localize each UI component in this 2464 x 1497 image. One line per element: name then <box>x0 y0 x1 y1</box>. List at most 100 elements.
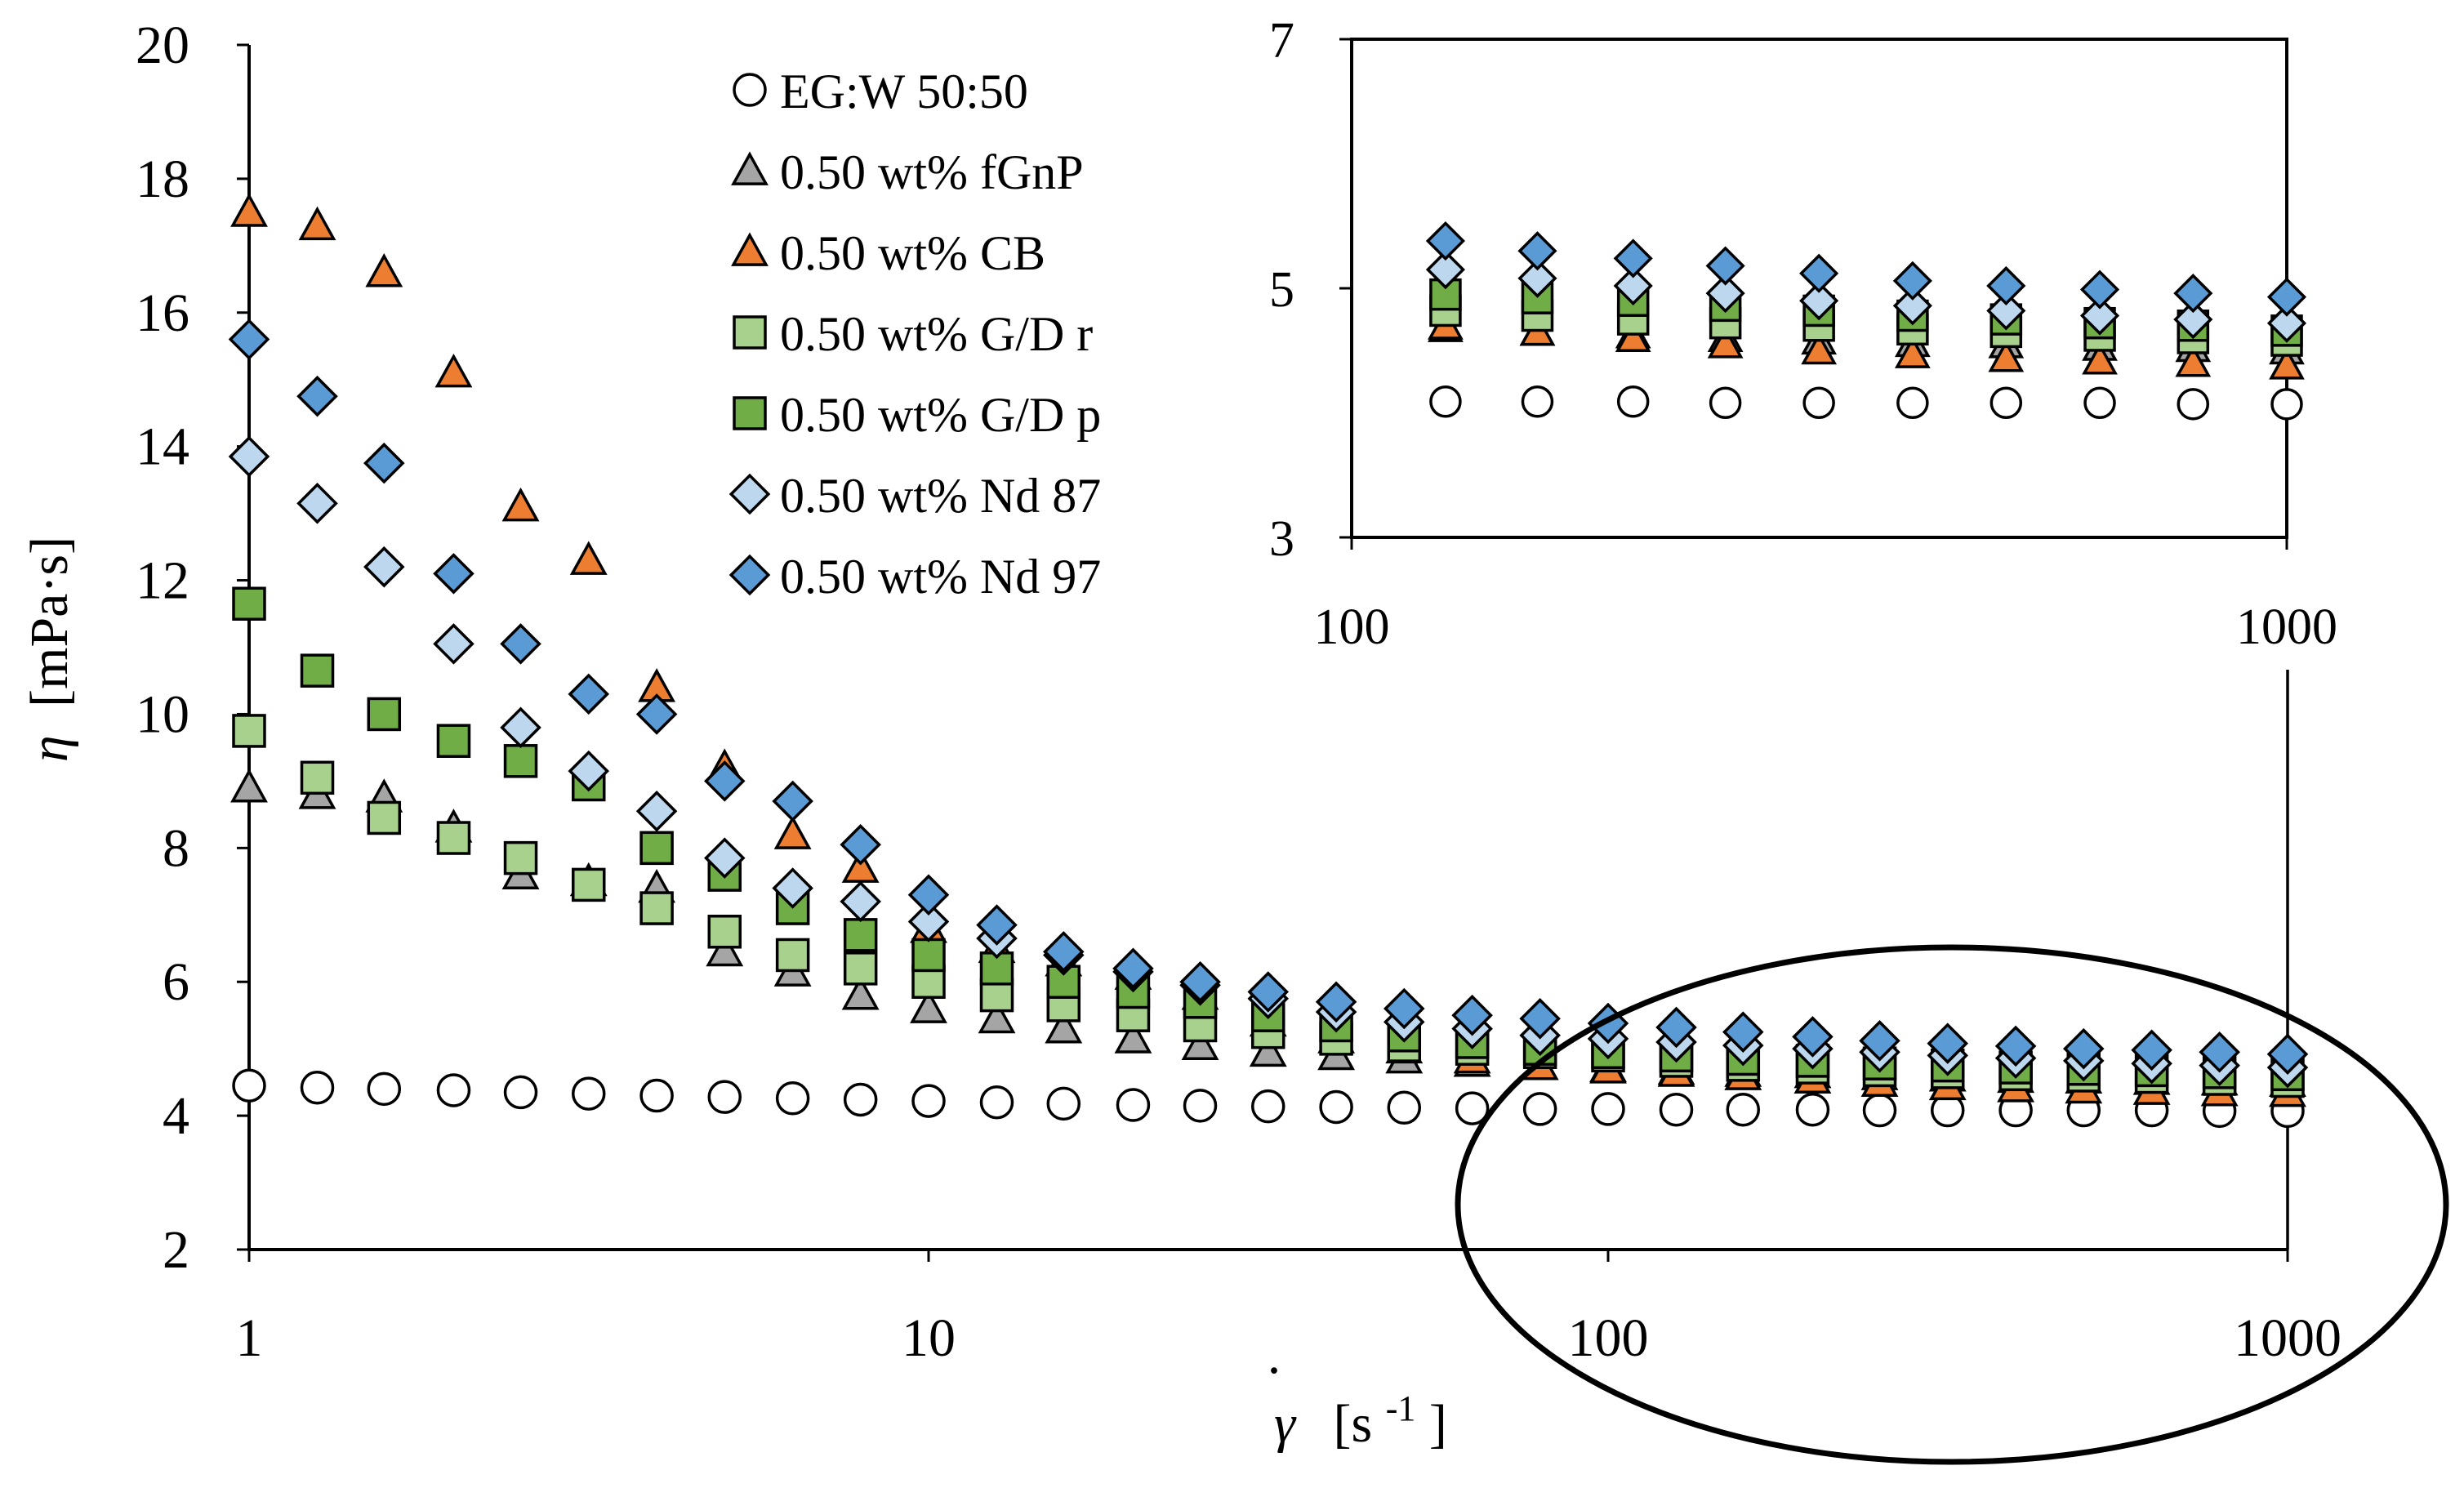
inset-data-point <box>1613 238 1653 278</box>
data-point <box>2062 1027 2105 1070</box>
x-tick-label: 100 <box>1568 1308 1649 1368</box>
legend-label: 0.50 wt% G/D r <box>780 307 1093 361</box>
main-data-points <box>228 193 2309 1129</box>
data-point <box>2266 1033 2309 1075</box>
legend-label: 0.50 wt% Nd 97 <box>780 550 1101 604</box>
inset-data-point <box>1429 385 1462 418</box>
data-point <box>500 706 541 749</box>
data-point <box>230 769 268 803</box>
legend-item: 0.50 wt% CB <box>731 226 1045 280</box>
data-point <box>2199 1031 2240 1073</box>
data-point <box>296 483 338 524</box>
inset-data-point <box>1988 339 2025 372</box>
inset-data-point <box>2175 344 2212 377</box>
x-tick-label: 10 <box>902 1308 956 1368</box>
inset-y-ticks: 3 5 7 <box>1269 13 1352 567</box>
data-point <box>1250 1089 1285 1124</box>
data-point <box>1179 960 1221 1003</box>
data-point <box>1183 1089 1218 1123</box>
x-axis-sup: -1 <box>1386 1388 1416 1428</box>
inset-x-ticks: 100 1000 <box>1314 537 2337 655</box>
inset-data-point <box>1896 386 1929 420</box>
legend-item: 0.50 wt% Nd 97 <box>729 550 1101 604</box>
legend-item: 0.50 wt% Nd 87 <box>729 469 1101 523</box>
y-tick-label: 10 <box>136 684 189 744</box>
data-point <box>1519 998 1561 1040</box>
data-point <box>1387 1090 1422 1125</box>
data-point <box>911 938 946 973</box>
inset-data-point <box>1894 336 1931 368</box>
inset-y-tick-label: 5 <box>1269 262 1294 318</box>
data-point <box>1315 981 1357 1023</box>
inset-data-point <box>2177 388 2210 421</box>
data-point <box>635 790 678 832</box>
data-point <box>433 623 475 665</box>
data-point <box>1112 947 1154 990</box>
y-tick-label: 6 <box>163 952 189 1012</box>
inset-y-tick-label: 3 <box>1269 511 1294 567</box>
y-tick-label: 2 <box>163 1220 189 1280</box>
data-point <box>840 880 881 923</box>
legend-item: 0.50 wt% G/D r <box>733 307 1093 361</box>
inset-x-tick-label: 100 <box>1314 599 1390 655</box>
data-point <box>228 435 270 478</box>
data-point <box>1522 1092 1557 1126</box>
data-point <box>1114 1019 1152 1054</box>
legend-label: 0.50 wt% Nd 87 <box>780 469 1101 523</box>
legend-label: 0.50 wt% G/D p <box>780 388 1101 442</box>
data-point <box>501 487 540 522</box>
data-point <box>569 541 608 575</box>
data-point <box>841 976 880 1010</box>
inset-data-point <box>2270 388 2303 421</box>
data-point <box>843 951 878 986</box>
data-point <box>232 714 266 748</box>
x-axis-symbol: γ <box>1274 1394 1297 1454</box>
inset-x-tick-label: 1000 <box>2236 599 2337 655</box>
svg-text:γ [s -1 ]: γ [s -1 ] <box>1274 1373 1447 1454</box>
inset-data-point <box>1986 291 2026 331</box>
inset-data-point <box>1801 332 1838 365</box>
data-point <box>1455 1091 1490 1125</box>
inset-data-point <box>1799 253 1839 293</box>
series-0-50-wt-nd-97 <box>228 319 2309 1075</box>
inset-data-point <box>2173 274 2213 314</box>
data-point <box>773 815 812 849</box>
data-point <box>639 891 674 925</box>
data-point <box>1862 1093 1897 1128</box>
legend-label: 0.50 wt% CB <box>780 226 1045 280</box>
data-point <box>1591 1092 1625 1126</box>
data-point <box>840 823 881 866</box>
data-point <box>1116 1088 1151 1122</box>
data-point <box>434 353 473 388</box>
data-point <box>367 800 402 835</box>
inset-data-point <box>1989 386 2023 420</box>
data-point <box>1319 1089 1353 1125</box>
x-tick-label: 1000 <box>2234 1308 2341 1368</box>
data-point <box>436 724 471 758</box>
data-point <box>775 938 810 973</box>
legend-marker <box>729 473 771 515</box>
inset-series-0-50-wt-nd-87 <box>1425 250 2307 343</box>
inset-data-point <box>2266 303 2307 343</box>
data-point <box>1249 1032 1287 1067</box>
data-point <box>843 1082 878 1117</box>
data-point <box>1045 1009 1083 1044</box>
y-tick-label: 20 <box>136 16 189 75</box>
legend-marker <box>733 396 767 430</box>
inset-data-points <box>1425 221 2307 421</box>
inset-data-point <box>1892 286 1932 326</box>
x-axis-unit: [s <box>1334 1394 1373 1454</box>
inset-data-point <box>1802 386 1835 420</box>
data-point <box>503 1075 538 1110</box>
y-axis-symbol: η <box>20 735 79 762</box>
data-point <box>500 623 541 665</box>
data-point <box>1181 1026 1219 1060</box>
data-point <box>296 375 338 417</box>
legend-marker <box>729 554 771 596</box>
data-point <box>568 750 610 792</box>
data-point <box>1859 1020 1900 1062</box>
inset-data-point <box>1615 319 1651 353</box>
data-point <box>433 553 475 595</box>
data-point <box>232 586 266 621</box>
